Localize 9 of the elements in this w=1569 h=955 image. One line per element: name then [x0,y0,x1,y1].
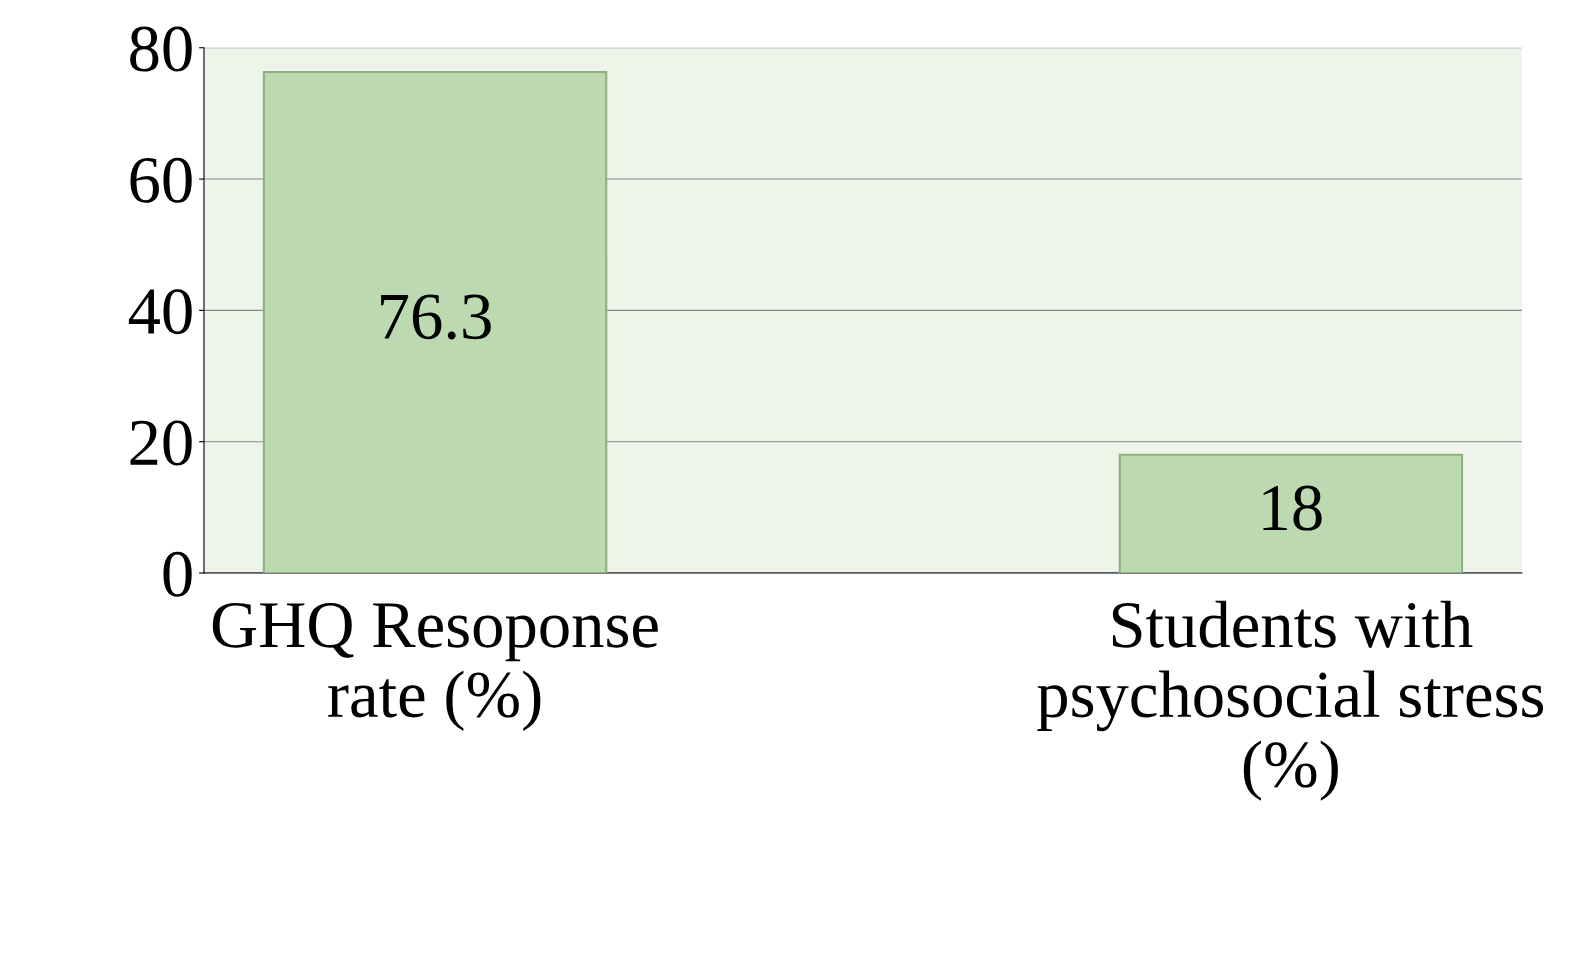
data-label: 18 [1263,485,1322,531]
y-tick-label: 20 [130,420,192,466]
y-tick-label: 40 [128,289,192,335]
x-tick-label: Students with psychosocial stress (%) [1037,600,1544,801]
y-tick-label: 0 [163,551,192,597]
x-tick-label: GHQ Resoponse rate (%) [212,602,658,731]
data-label: 76.3 [381,294,491,340]
y-tick-label: 80 [130,26,192,72]
y-tick-label: 60 [130,157,192,203]
